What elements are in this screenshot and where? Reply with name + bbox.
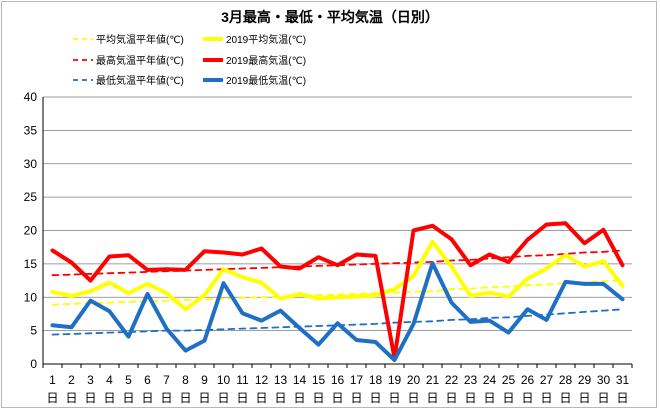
- x-tick-label: 31: [616, 373, 630, 387]
- x-tick-day-suffix: 日: [141, 391, 153, 405]
- y-tick-label: 15: [24, 257, 38, 271]
- x-tick-label: 28: [559, 373, 573, 387]
- x-tick-day-suffix: 日: [521, 391, 533, 405]
- x-tick-day-suffix: 日: [350, 391, 362, 405]
- x-tick-label: 12: [255, 373, 269, 387]
- x-tick-day-suffix: 日: [331, 391, 343, 405]
- x-tick-day-suffix: 日: [597, 391, 609, 405]
- legend-label-1: 2019平均気温(℃): [226, 33, 306, 46]
- grid: [43, 96, 632, 332]
- y-tick-label: 5: [30, 324, 37, 338]
- legend-label-5: 2019最低気温(℃): [226, 74, 306, 87]
- x-tick-day-suffix: 日: [236, 391, 248, 405]
- x-tick-day-suffix: 日: [46, 391, 58, 405]
- x-tick-label: 27: [540, 373, 554, 387]
- y-tick-label: 30: [24, 157, 38, 171]
- x-tick-label: 9: [201, 373, 208, 387]
- x-tick-day-suffix: 日: [103, 391, 115, 405]
- x-tick-day-suffix: 日: [217, 391, 229, 405]
- x-tick-label: 23: [464, 373, 478, 387]
- x-tick-day-suffix: 日: [65, 391, 77, 405]
- x-tick-day-suffix: 日: [388, 391, 400, 405]
- x-tick-label: 10: [217, 373, 231, 387]
- x-tick-label: 18: [369, 373, 383, 387]
- series-line-0: [51, 279, 624, 306]
- x-tick-label: 15: [312, 373, 326, 387]
- x-tick-day-suffix: 日: [274, 391, 286, 405]
- x-tick-label: 5: [125, 373, 132, 387]
- x-tick-label: 1: [49, 373, 56, 387]
- x-tick-day-suffix: 日: [160, 391, 172, 405]
- x-tick-label: 22: [445, 373, 459, 387]
- legend-label-4: 最低気温平年値(℃): [96, 74, 184, 87]
- x-tick-day-suffix: 日: [122, 391, 134, 405]
- x-tick-day-suffix: 日: [578, 391, 590, 405]
- x-tick-day-suffix: 日: [616, 391, 628, 405]
- x-tick-label: 3: [87, 373, 94, 387]
- x-tick-day-suffix: 日: [559, 391, 571, 405]
- x-tick-day-suffix: 日: [445, 391, 457, 405]
- legend-label-0: 平均気温平年値(℃): [96, 33, 184, 46]
- x-tick-label: 19: [388, 373, 402, 387]
- x-tick-day-suffix: 日: [198, 391, 210, 405]
- x-tick-label: 21: [426, 373, 440, 387]
- x-tick-label: 26: [521, 373, 535, 387]
- x-tick-label: 8: [182, 373, 189, 387]
- y-tick-label: 35: [24, 123, 38, 137]
- x-tick-day-suffix: 日: [464, 391, 476, 405]
- x-tick-label: 14: [293, 373, 307, 387]
- x-tick-day-suffix: 日: [293, 391, 305, 405]
- x-tick-label: 29: [578, 373, 592, 387]
- x-tick-label: 17: [350, 373, 364, 387]
- x-axis-ticks: 1日2日3日4日5日6日7日8日9日10日11日12日13日14日15日16日1…: [46, 373, 629, 405]
- y-axis-ticks: 0 5 10 15 20 25 30 35 40: [24, 90, 38, 371]
- y-tick-label: 0: [30, 357, 37, 371]
- x-tick-day-suffix: 日: [84, 391, 96, 405]
- x-tick-day-suffix: 日: [255, 391, 267, 405]
- x-tick-day-suffix: 日: [540, 391, 552, 405]
- x-tick-label: 13: [274, 373, 288, 387]
- y-tick-label: 10: [24, 290, 38, 304]
- x-tick-day-suffix: 日: [179, 391, 191, 405]
- x-tick-label: 20: [407, 373, 421, 387]
- legend-label-3: 2019最高気温(℃): [226, 54, 306, 67]
- x-tick-label: 30: [597, 373, 611, 387]
- x-tick-label: 4: [106, 373, 113, 387]
- series-lines: [50, 221, 625, 362]
- chart-title: 3月最高・最低・平均気温（日別）: [221, 9, 439, 25]
- x-tick-day-suffix: 日: [426, 391, 438, 405]
- x-tick-label: 11: [236, 373, 249, 387]
- legend-label-2: 最高気温平年値(℃): [96, 54, 184, 67]
- x-tick-label: 6: [144, 373, 151, 387]
- x-tick-day-suffix: 日: [483, 391, 495, 405]
- axes: [42, 97, 633, 368]
- x-tick-day-suffix: 日: [312, 391, 324, 405]
- y-tick-label: 25: [24, 190, 38, 204]
- y-tick-label: 40: [24, 90, 38, 104]
- y-tick-label: 20: [24, 224, 38, 238]
- x-tick-day-suffix: 日: [369, 391, 381, 405]
- x-tick-label: 16: [331, 373, 345, 387]
- series-line-3: [50, 221, 625, 360]
- legend: 平均気温平年値(℃) 2019平均気温(℃) 最高気温平年値(℃) 2019最高気温(…: [73, 33, 306, 87]
- x-tick-label: 25: [502, 373, 516, 387]
- x-tick-label: 7: [163, 373, 170, 387]
- x-tick-label: 24: [483, 373, 497, 387]
- series-line-5: [50, 261, 625, 362]
- x-tick-day-suffix: 日: [502, 391, 514, 405]
- x-tick-label: 2: [68, 373, 75, 387]
- x-tick-day-suffix: 日: [407, 391, 419, 405]
- series-line-1: [50, 239, 625, 312]
